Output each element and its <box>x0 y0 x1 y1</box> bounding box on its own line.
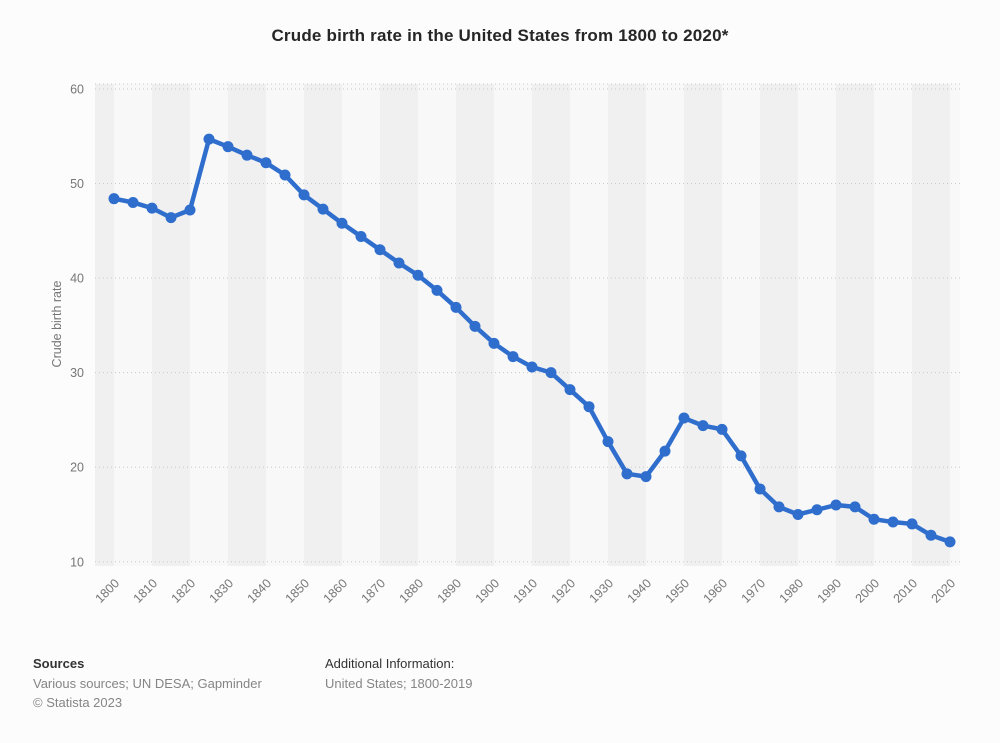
x-tick-label: 1820 <box>169 576 199 606</box>
y-tick-label: 40 <box>70 272 84 286</box>
data-point[interactable] <box>925 529 937 541</box>
data-point[interactable] <box>336 217 348 229</box>
x-tick-label: 1900 <box>473 576 503 606</box>
data-point[interactable] <box>868 513 880 525</box>
data-point[interactable] <box>697 420 709 432</box>
data-point[interactable] <box>374 244 386 256</box>
data-point[interactable] <box>621 468 633 480</box>
x-tick-label: 1830 <box>207 576 237 606</box>
data-point[interactable] <box>108 193 120 205</box>
x-tick-label: 1950 <box>663 576 693 606</box>
additional-info-text: United States; 1800-2019 <box>325 675 473 691</box>
y-tick-labels: 10 20 30 40 50 60 <box>70 83 84 570</box>
data-point[interactable] <box>811 504 823 516</box>
x-tick-label: 1910 <box>511 576 541 606</box>
data-point[interactable] <box>279 169 291 181</box>
data-point[interactable] <box>203 133 215 145</box>
y-tick-label: 60 <box>70 83 84 97</box>
data-point[interactable] <box>906 518 918 530</box>
data-point[interactable] <box>545 367 557 379</box>
y-tick-label: 30 <box>70 366 84 380</box>
additional-info-block: Additional Information: United States; 1… <box>325 654 472 693</box>
y-tick-label: 20 <box>70 461 84 475</box>
data-point[interactable] <box>222 141 234 153</box>
data-point[interactable] <box>583 401 595 413</box>
x-tick-label: 1800 <box>93 576 123 606</box>
data-point[interactable] <box>830 499 842 511</box>
data-point[interactable] <box>507 351 519 363</box>
data-point[interactable] <box>792 508 804 520</box>
data-point[interactable] <box>564 384 576 396</box>
x-tick-label: 1850 <box>283 576 313 606</box>
data-point[interactable] <box>526 361 538 373</box>
x-tick-label: 1970 <box>739 576 769 606</box>
data-point[interactable] <box>754 483 766 495</box>
data-point[interactable] <box>184 204 196 216</box>
x-tick-label: 1890 <box>435 576 465 606</box>
x-tick-label: 2020 <box>929 576 959 606</box>
data-point[interactable] <box>849 501 861 513</box>
data-point[interactable] <box>165 212 177 224</box>
data-point[interactable] <box>773 501 785 513</box>
chart-title: Crude birth rate in the United States fr… <box>271 26 729 45</box>
data-point[interactable] <box>393 257 405 269</box>
data-point[interactable] <box>735 450 747 462</box>
x-tick-label: 1870 <box>359 576 389 606</box>
chart-canvas: 10 20 30 40 50 60 1800 1810 1820 1830 1840 1850 1860… <box>70 83 960 606</box>
sources-label: Sources <box>33 656 85 671</box>
additional-info-label: Additional Information: <box>325 656 455 671</box>
sources-text: Various sources; UN DESA; Gapminder <box>33 675 262 691</box>
plot-bands <box>95 84 960 566</box>
data-point[interactable] <box>450 301 462 313</box>
data-point[interactable] <box>602 436 614 448</box>
data-point[interactable] <box>887 516 899 528</box>
x-tick-label: 1860 <box>321 576 351 606</box>
data-point[interactable] <box>488 337 500 349</box>
data-point[interactable] <box>241 149 253 161</box>
sources-block: Sources Various sources; UN DESA; Gapmin… <box>33 654 262 713</box>
x-tick-labels: 1800 1810 1820 1830 1840 1850 1860 1870 1880 1890… <box>93 576 959 606</box>
x-tick-label: 1930 <box>587 576 617 606</box>
h-gridlines <box>95 83 960 563</box>
data-point[interactable] <box>659 445 671 457</box>
data-point[interactable] <box>146 202 158 214</box>
data-point[interactable] <box>716 423 728 435</box>
data-point[interactable] <box>412 269 424 281</box>
birth-rate-points <box>108 133 956 548</box>
x-tick-label: 2010 <box>891 576 921 606</box>
data-point[interactable] <box>355 230 367 242</box>
data-point[interactable] <box>317 203 329 215</box>
x-tick-label: 1980 <box>777 576 807 606</box>
data-point[interactable] <box>469 320 481 332</box>
data-point[interactable] <box>260 157 272 169</box>
data-point[interactable] <box>127 196 139 208</box>
x-tick-label: 1880 <box>397 576 427 606</box>
copyright-text: © Statista 2023 <box>33 695 123 710</box>
data-point[interactable] <box>678 412 690 424</box>
x-tick-label: 1840 <box>245 576 275 606</box>
data-point[interactable] <box>431 284 443 296</box>
x-tick-label: 1920 <box>549 576 579 606</box>
x-tick-label: 1990 <box>815 576 845 606</box>
x-tick-label: 1810 <box>131 576 161 606</box>
data-point[interactable] <box>640 471 652 483</box>
y-tick-label: 10 <box>70 555 84 569</box>
x-tick-label: 1960 <box>701 576 731 606</box>
x-tick-label: 2000 <box>853 576 883 606</box>
y-tick-label: 50 <box>70 177 84 191</box>
data-point[interactable] <box>944 536 956 548</box>
x-tick-label: 1940 <box>625 576 655 606</box>
data-point[interactable] <box>298 189 310 201</box>
